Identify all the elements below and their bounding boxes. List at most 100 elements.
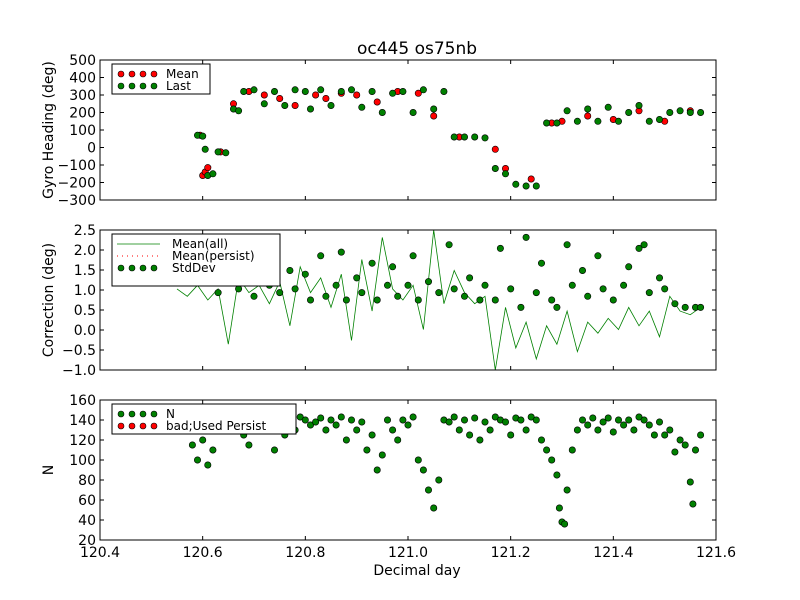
series-stddev-point [435,289,443,297]
y-tick-label: −0.5 [62,343,96,359]
series-stddev-point [522,233,530,241]
series-n-point [553,471,561,479]
y-tick-label: 20 [78,533,96,549]
y-tick-label: 40 [78,513,96,529]
x-tick-label: 121.6 [696,545,736,561]
series-stddev-point [460,292,468,300]
series-last-point [317,86,325,94]
series-n-point [671,448,679,456]
series-stddev-point [553,303,561,311]
series-n-point [409,413,417,421]
y-axis-label: N [41,465,57,475]
series-stddev-point [578,266,586,274]
series-stddev-point [450,285,458,293]
series-n-point [522,426,530,434]
legend-swatch-marker [128,82,136,90]
series-n-point [399,416,407,424]
legend-entry-label: bad;Used Persist [166,419,266,433]
series-n-point [527,413,535,421]
series-last-point [250,86,258,94]
legend-swatch-marker [128,70,136,78]
series-stddev-point [625,263,633,271]
series-n-point [312,418,320,426]
series-mean-point [430,112,438,120]
series-stddev-point [548,296,556,304]
series-n-point [661,431,669,439]
series-last-point [655,116,663,124]
series-n-point [194,456,202,464]
series-n-point [445,418,453,426]
series-n-point [555,504,563,512]
series-mean-point [291,102,299,110]
series-stddev-point [373,296,381,304]
series-n-point [317,414,325,422]
series-n-point [532,416,540,424]
series-n-point [419,466,427,474]
series-stddev-point [481,281,489,289]
series-last-point [686,109,694,117]
figure-title: oc445 os75nb [357,39,477,59]
series-n-point [378,451,386,459]
series-last-point [368,88,376,96]
series-mean-point [527,175,535,183]
y-tick-label: 300 [69,88,96,104]
series-last-point [584,105,592,113]
series-last-point [573,117,581,125]
series-n-point [424,486,432,494]
series-n-point [635,413,643,421]
series-mean-point [260,91,268,99]
series-stddev-point [404,281,412,289]
series-last-point [409,109,417,117]
series-n-point [342,436,350,444]
series-n-point [655,418,663,426]
series-stddev-point [537,259,545,267]
series-stddev-point [671,300,679,308]
series-n-point [460,416,468,424]
series-n-point [296,413,304,421]
series-last-point [222,149,230,157]
y-tick-label: 140 [69,413,96,429]
series-last-point [666,109,674,117]
series-stddev-point [306,296,314,304]
series-stddev-point [368,259,376,267]
series-mean-point [373,98,381,106]
x-tick-label: 120.8 [285,545,325,561]
series-stddev-point [563,241,571,249]
series-n-point [563,486,571,494]
legend-box [111,63,211,95]
series-mean-point [491,145,499,153]
series-n-point [373,466,381,474]
panel-2: 2.5 2.0 1.5 1.0 0.5 0.0 −0.5 −1.0 Correction (de… [41,223,717,379]
x-axis-label: Decimal day [373,563,460,579]
series-n-point [686,478,694,486]
legend-swatch-marker [139,264,147,272]
series-stddev-point [276,289,284,297]
series-n-point [368,431,376,439]
series-stddev-point [609,296,617,304]
series-last-point [635,102,643,110]
series-stddev-point [697,303,705,311]
panel-3: 120.4 120.6 120.8 121.0 121.2 121.4 121.6 160 14… [41,393,736,561]
series-last-point [543,119,551,127]
series-n-point [245,441,253,449]
series-last-point [214,148,222,156]
series-last-point [522,182,530,190]
series-n-point [358,418,366,426]
series-last-point [450,133,458,141]
legend-swatch-marker [150,422,158,430]
legend-entry-label: Last [166,79,191,93]
series-last-point [481,134,489,142]
series-n-point [481,418,489,426]
series-n-point [363,446,371,454]
series-n-point [537,436,545,444]
plot-area [194,86,705,190]
legend-swatch-marker [139,82,147,90]
series-n-point [630,426,638,434]
series-n-point [561,520,569,528]
legend-swatch-marker [128,410,136,418]
legend-entry-label: Mean(all) [172,237,228,251]
series-last-point [532,182,540,190]
series-last-point [209,170,217,178]
